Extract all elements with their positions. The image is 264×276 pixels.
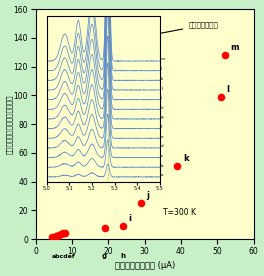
Text: m: m (230, 43, 239, 52)
Point (175, 164, 180, 168)
Text: g: g (102, 253, 107, 259)
X-axis label: 励起プローブ電流 (μA): 励起プローブ電流 (μA) (115, 261, 175, 270)
Point (55, 233, 60, 238)
Point (54, 234, 58, 238)
Point (139, 201, 143, 206)
Point (222, 53, 227, 57)
Text: 発光スペクトル: 発光スペクトル (147, 22, 218, 37)
Point (63, 230, 67, 235)
Text: h: h (120, 253, 125, 259)
Text: k: k (183, 154, 188, 163)
Point (121, 224, 125, 229)
Text: i: i (128, 214, 131, 224)
Point (219, 95, 223, 99)
Point (50, 235, 54, 239)
Text: abcdef: abcdef (52, 254, 76, 259)
Y-axis label: 励起子の発光強度（任意単位）: 励起子の発光強度（任意単位） (6, 94, 12, 154)
Text: T=300 K: T=300 K (163, 208, 196, 217)
Point (61, 231, 65, 236)
Point (59, 232, 63, 237)
Point (57, 233, 62, 237)
Text: l: l (226, 85, 229, 94)
Text: j: j (147, 191, 149, 200)
Point (103, 225, 107, 230)
